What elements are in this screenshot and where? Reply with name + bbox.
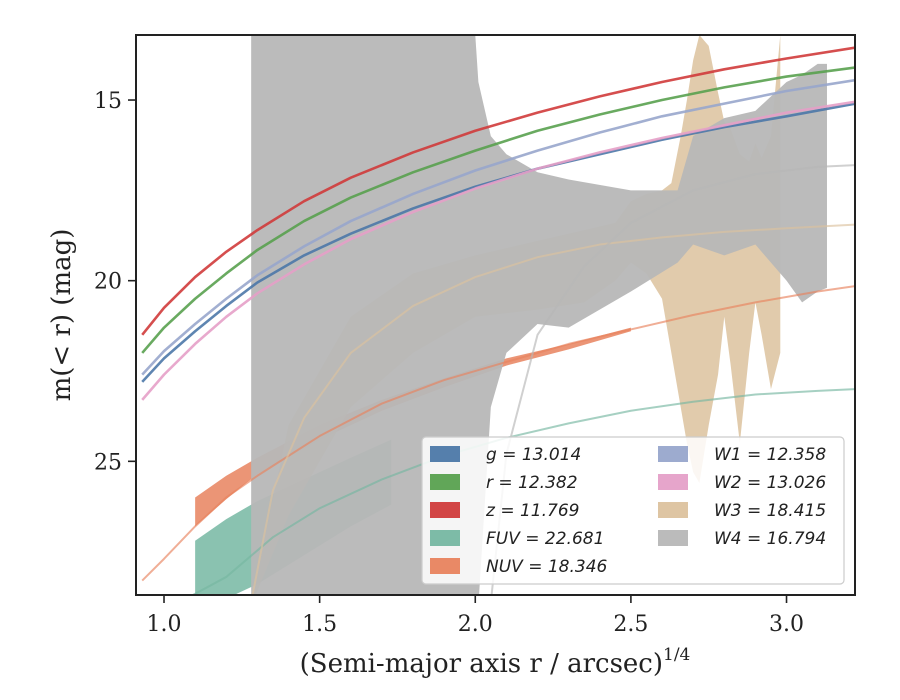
legend-swatch-w2 <box>658 474 688 490</box>
y-axis-label: m(< r) (mag) <box>47 229 77 402</box>
x-tick-label: 2.0 <box>458 612 493 637</box>
legend-swatch-w4 <box>658 530 688 546</box>
legend-label-w2: W2 = 13.026 <box>714 473 826 493</box>
legend-label-g: g = 13.014 <box>486 445 581 465</box>
y-tick-label: 15 <box>94 89 122 114</box>
x-axis-label-exponent: 1/4 <box>663 645 690 665</box>
legend-swatch-nuv <box>430 558 460 574</box>
curve-w4 <box>490 164 855 595</box>
band-w4 <box>251 35 827 595</box>
legend: g = 13.014 r = 12.382 z = 11.769 FUV = 22.6… <box>421 436 845 585</box>
legend-label-r: r = 12.382 <box>486 473 578 493</box>
legend-swatch-r <box>430 474 460 490</box>
uncertainty-bands <box>195 35 827 595</box>
legend-label-w3: W3 = 18.415 <box>714 501 826 521</box>
series-curves <box>141 46 855 595</box>
curve-z <box>141 46 855 336</box>
legend-label-z: z = 11.769 <box>485 501 579 521</box>
y-axis-ticks: 15 20 25 <box>94 89 136 475</box>
curve-w1 <box>141 78 855 376</box>
x-axis-ticks: 1.0 1.5 2.0 2.5 3.0 <box>147 595 804 637</box>
x-tick-label: 1.0 <box>147 612 182 637</box>
legend-swatch-fuv <box>430 530 460 546</box>
legend-label-w4: W4 = 16.794 <box>714 529 826 549</box>
x-tick-label: 3.0 <box>769 612 804 637</box>
legend-label-w1: W1 = 12.358 <box>714 445 826 465</box>
x-tick-label: 1.5 <box>302 612 337 637</box>
legend-swatch-z <box>430 502 460 518</box>
legend-swatch-w3 <box>658 502 688 518</box>
legend-label-nuv: NUV = 18.346 <box>486 557 608 577</box>
x-axis-label-text: (Semi-major axis r / arcsec) <box>300 649 663 679</box>
legend-frame <box>421 436 845 585</box>
curve-w2 <box>141 100 855 401</box>
x-axis-label: (Semi-major axis r / arcsec)1/4 <box>300 645 691 679</box>
legend-swatch-w1 <box>658 446 688 462</box>
legend-swatch-g <box>430 446 460 462</box>
legend-label-fuv: FUV = 22.681 <box>486 529 604 549</box>
plot-frame <box>135 34 856 596</box>
y-tick-label: 25 <box>94 450 122 475</box>
curve-r <box>141 66 855 354</box>
x-tick-label: 2.5 <box>613 612 648 637</box>
curve-g <box>141 102 855 383</box>
curve-w3 <box>251 223 855 595</box>
y-tick-label: 20 <box>94 270 122 295</box>
curve-nuv <box>141 285 855 582</box>
